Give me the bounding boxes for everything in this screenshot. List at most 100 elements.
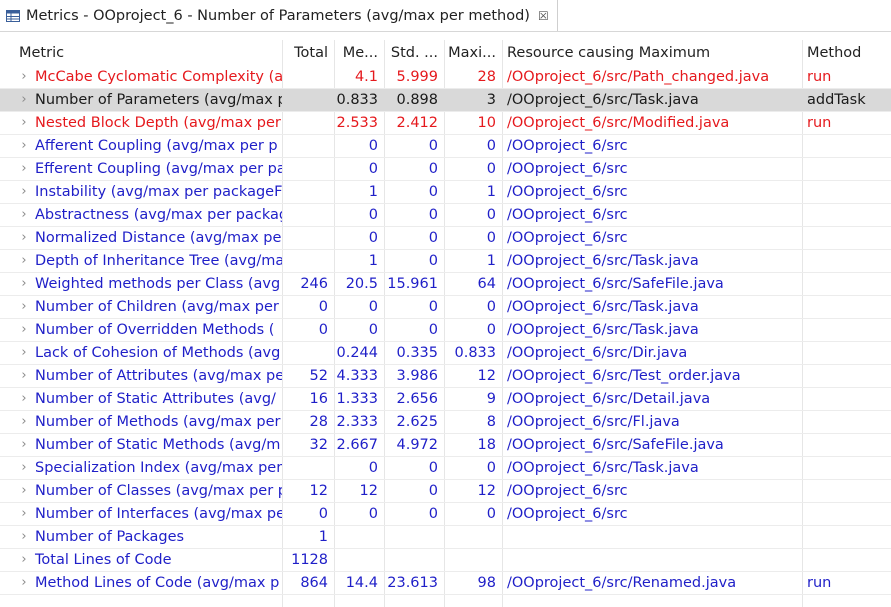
chevron-right-icon[interactable]: › bbox=[21, 115, 27, 130]
metric-name-cell: Number of Methods (avg/max per bbox=[35, 414, 281, 430]
method-cell bbox=[802, 273, 891, 295]
table-row[interactable]: › Abstractness (avg/max per packag 0 0 0/OOp… bbox=[0, 204, 891, 227]
column-header-method[interactable]: Method bbox=[807, 45, 862, 61]
std-dev-cell: 0 bbox=[428, 230, 438, 246]
maximum-cell: 28 bbox=[477, 69, 496, 85]
chevron-right-icon[interactable]: › bbox=[21, 161, 27, 176]
method-cell: run bbox=[807, 69, 832, 85]
column-header-total[interactable]: Total bbox=[294, 45, 328, 61]
chevron-right-icon[interactable]: › bbox=[21, 253, 27, 268]
column-divider[interactable] bbox=[384, 40, 385, 607]
table-row[interactable]: › Afferent Coupling (avg/max per p 0 0 0/OOp… bbox=[0, 135, 891, 158]
std-dev-cell: 0 bbox=[428, 506, 438, 522]
view-tab-bar: Metrics - OOproject_6 - Number of Parame… bbox=[0, 0, 891, 32]
method-cell bbox=[802, 135, 891, 157]
table-row[interactable]: › Total Lines of Code 1128 bbox=[0, 549, 891, 572]
mean-cell: 0 bbox=[368, 138, 378, 154]
chevron-right-icon[interactable]: › bbox=[21, 483, 27, 498]
table-row[interactable]: › Number of Static Methods (avg/m 32 2.667 4… bbox=[0, 434, 891, 457]
column-header-mean[interactable]: Me... bbox=[342, 45, 378, 61]
metric-name-cell: Number of Children (avg/max per bbox=[35, 299, 279, 315]
method-cell: run bbox=[807, 575, 832, 591]
chevron-right-icon[interactable]: › bbox=[21, 207, 27, 222]
table-row[interactable]: › Number of Overridden Methods (0 0 0 0/OOpr… bbox=[0, 319, 891, 342]
total-cell bbox=[282, 227, 334, 249]
total-cell bbox=[282, 158, 334, 180]
table-row[interactable]: › McCabe Cyclomatic Complexity (a 4.1 5.999… bbox=[0, 66, 891, 89]
table-row[interactable]: › Number of Classes (avg/max per p 12 12 0 12… bbox=[0, 480, 891, 503]
total-cell bbox=[282, 457, 334, 479]
table-row[interactable]: › Weighted methods per Class (avg 246 20.5 1… bbox=[0, 273, 891, 296]
maximum-cell: 0 bbox=[486, 460, 496, 476]
resource-cell: /OOproject_6/src/Task.java bbox=[507, 299, 699, 315]
table-row[interactable]: › Number of Static Attributes (avg/16 1.33… bbox=[0, 388, 891, 411]
table-row[interactable]: › Number of Methods (avg/max per 28 2.333 2.… bbox=[0, 411, 891, 434]
table-row[interactable]: › Number of Packages 1 bbox=[0, 526, 891, 549]
maximum-cell: 64 bbox=[477, 276, 496, 292]
chevron-right-icon[interactable]: › bbox=[21, 552, 27, 567]
column-header-metric[interactable]: Metric bbox=[19, 45, 65, 61]
column-divider[interactable] bbox=[502, 40, 503, 607]
mean-cell: 0 bbox=[368, 299, 378, 315]
chevron-right-icon[interactable]: › bbox=[21, 69, 27, 84]
chevron-right-icon[interactable]: › bbox=[21, 345, 27, 360]
chevron-right-icon[interactable]: › bbox=[21, 391, 27, 406]
resource-cell: /OOproject_6/src/Detail.java bbox=[507, 391, 711, 407]
table-row[interactable]: › Efferent Coupling (avg/max per pa 0 0 0/OO… bbox=[0, 158, 891, 181]
close-icon[interactable]: ☒ bbox=[537, 8, 549, 23]
metric-name-cell: McCabe Cyclomatic Complexity (a bbox=[35, 69, 282, 85]
table-row[interactable]: › Instability (avg/max per packageFr 1 0 1/O… bbox=[0, 181, 891, 204]
chevron-right-icon[interactable]: › bbox=[21, 529, 27, 544]
chevron-right-icon[interactable]: › bbox=[21, 299, 27, 314]
std-dev-cell: 15.961 bbox=[387, 276, 438, 292]
table-row[interactable]: › Specialization Index (avg/max per 0 0 0/OO… bbox=[0, 457, 891, 480]
metric-name-cell: Number of Parameters (avg/max p bbox=[35, 92, 282, 108]
chevron-right-icon[interactable]: › bbox=[21, 368, 27, 383]
tab-title: Metrics - OOproject_6 - Number of Parame… bbox=[26, 7, 530, 24]
table-row[interactable]: › Method Lines of Code (avg/max p 864 14.4 2… bbox=[0, 572, 891, 595]
mean-cell: 2.533 bbox=[336, 115, 378, 131]
chevron-right-icon[interactable]: › bbox=[21, 184, 27, 199]
total-cell bbox=[282, 112, 334, 134]
chevron-right-icon[interactable]: › bbox=[21, 437, 27, 452]
chevron-right-icon[interactable]: › bbox=[21, 92, 27, 107]
column-header-maximum[interactable]: Maxi... bbox=[448, 45, 496, 61]
column-header-resource[interactable]: Resource causing Maximum bbox=[507, 45, 711, 61]
mean-cell: 1.333 bbox=[336, 391, 378, 407]
metric-name-cell: Instability (avg/max per packageFr bbox=[35, 184, 282, 200]
table-row[interactable]: › Number of Attributes (avg/max pe 52 4.333… bbox=[0, 365, 891, 388]
table-row[interactable]: › Number of Interfaces (avg/max pe 0 0 0 0/OO… bbox=[0, 503, 891, 526]
maximum-cell: 0 bbox=[486, 207, 496, 223]
metric-name-cell: Weighted methods per Class (avg bbox=[35, 276, 281, 292]
metrics-view-tab[interactable]: Metrics - OOproject_6 - Number of Parame… bbox=[0, 0, 558, 31]
column-divider[interactable] bbox=[444, 40, 445, 607]
table-row[interactable]: › Normalized Distance (avg/max pe 0 0 0/OOpr… bbox=[0, 227, 891, 250]
column-divider[interactable] bbox=[802, 40, 803, 607]
table-row[interactable]: › Nested Block Depth (avg/max per 2.533 2.4… bbox=[0, 112, 891, 135]
table-row[interactable]: › Number of Parameters (avg/max p 0.833 0.8… bbox=[0, 89, 891, 112]
chevron-right-icon[interactable]: › bbox=[21, 414, 27, 429]
table-row[interactable]: › Number of Children (avg/max per 0 0 0 0/OOp… bbox=[0, 296, 891, 319]
std-dev-cell bbox=[384, 526, 444, 548]
mean-cell: 0 bbox=[368, 322, 378, 338]
total-cell: 0 bbox=[318, 299, 328, 315]
table-row[interactable]: › Depth of Inheritance Tree (avg/ma 1 0 1/OO… bbox=[0, 250, 891, 273]
table-row[interactable]: › Lack of Cohesion of Methods (avg 0.244 0.… bbox=[0, 342, 891, 365]
chevron-right-icon[interactable]: › bbox=[21, 276, 27, 291]
chevron-right-icon[interactable]: › bbox=[21, 460, 27, 475]
chevron-right-icon[interactable]: › bbox=[21, 322, 27, 337]
maximum-cell: 9 bbox=[486, 391, 496, 407]
std-dev-cell: 0 bbox=[428, 207, 438, 223]
chevron-right-icon[interactable]: › bbox=[21, 506, 27, 521]
std-dev-cell bbox=[384, 549, 444, 571]
resource-cell: /OOproject_6/src/Modified.java bbox=[507, 115, 730, 131]
maximum-cell: 12 bbox=[477, 368, 496, 384]
metric-name-cell: Lack of Cohesion of Methods (avg bbox=[35, 345, 281, 361]
column-header-std-dev[interactable]: Std. ... bbox=[390, 45, 438, 61]
column-divider[interactable] bbox=[334, 40, 335, 607]
chevron-right-icon[interactable]: › bbox=[21, 230, 27, 245]
maximum-cell: 3 bbox=[486, 92, 496, 108]
column-divider[interactable] bbox=[282, 40, 283, 607]
chevron-right-icon[interactable]: › bbox=[21, 138, 27, 153]
chevron-right-icon[interactable]: › bbox=[21, 575, 27, 590]
